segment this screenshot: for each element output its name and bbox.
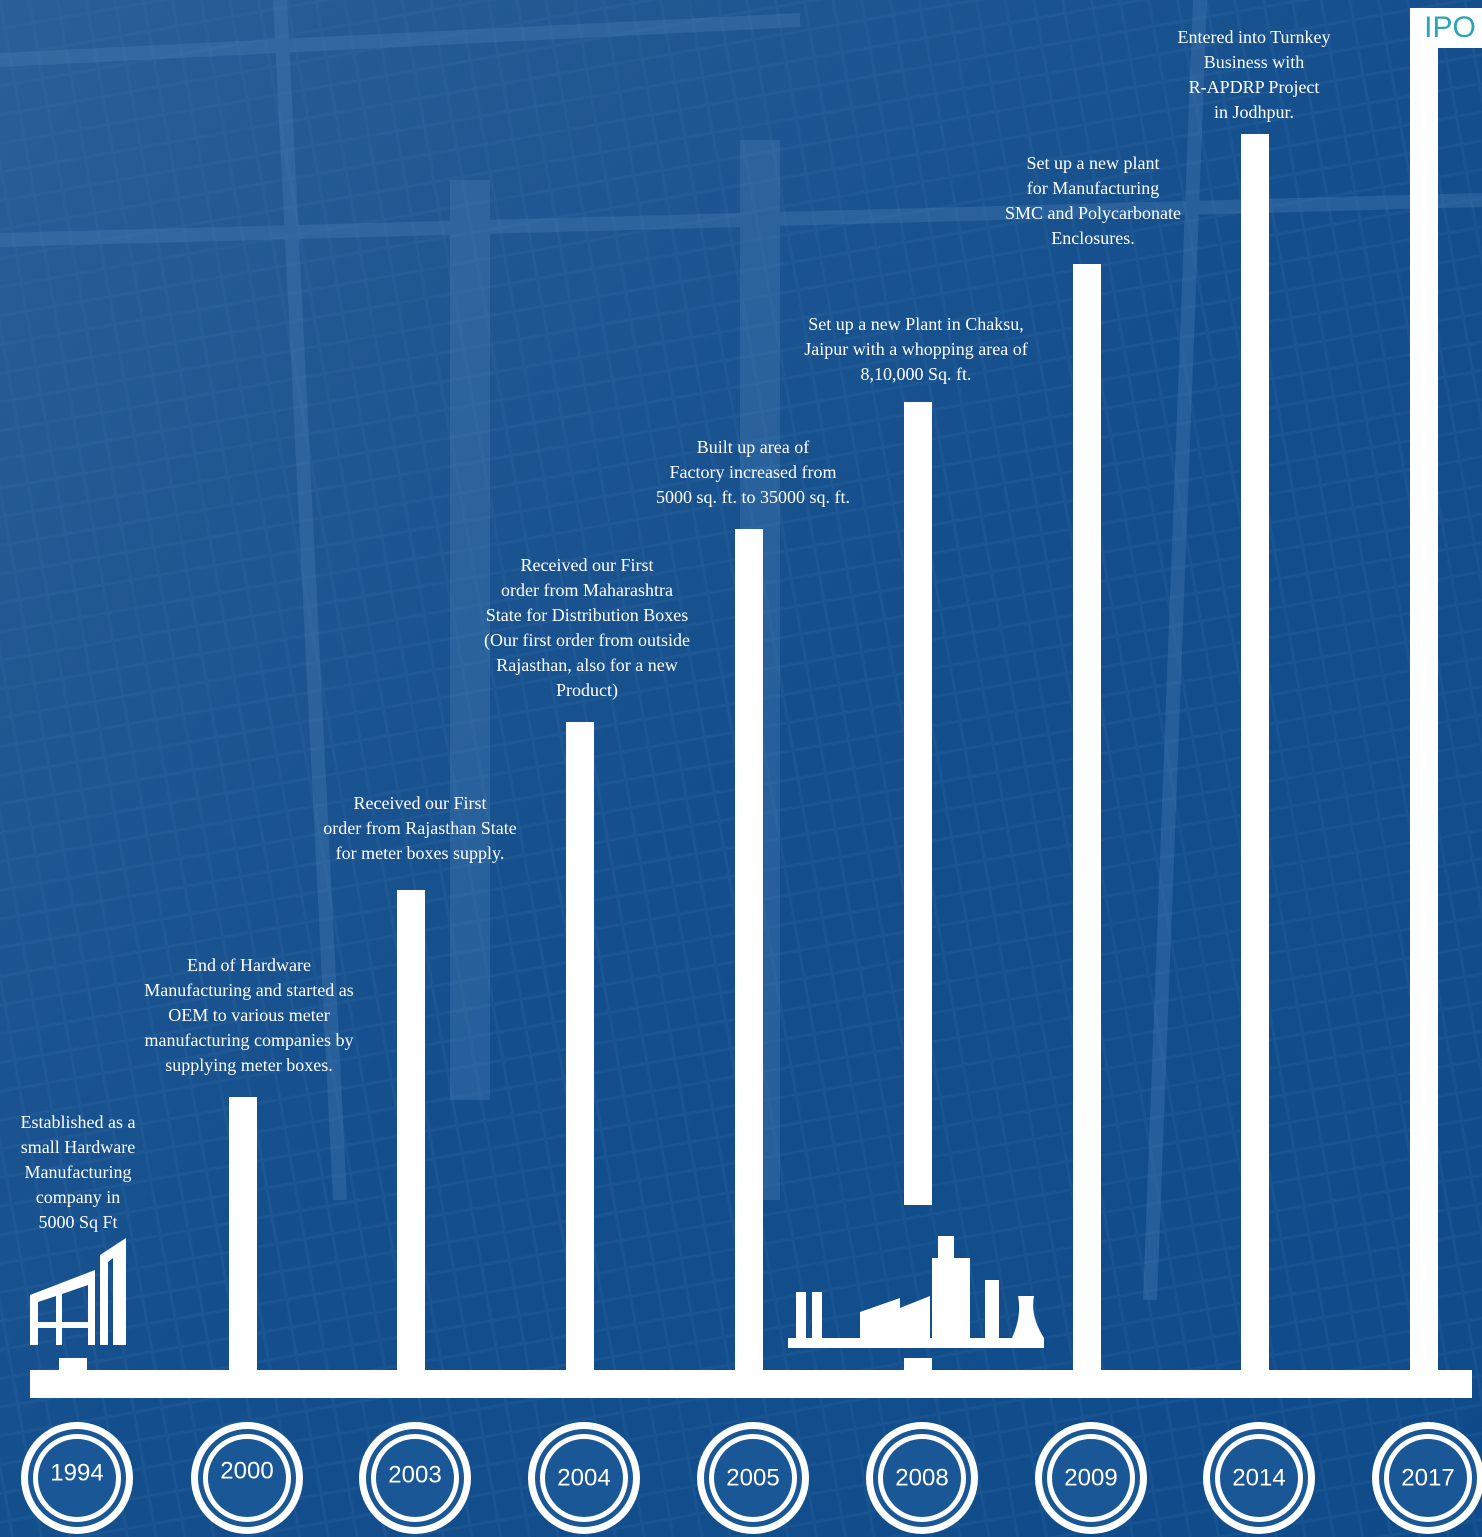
- timeline-bar: [59, 1358, 87, 1370]
- milestone-text: State for Distribution Boxes: [486, 605, 688, 625]
- year-label: 2017: [1401, 1464, 1454, 1491]
- milestone-text: Enclosures.: [1051, 228, 1134, 248]
- year-label: 1994: [50, 1459, 103, 1486]
- timeline-bar: [1073, 264, 1101, 1370]
- milestone-text: Entered into Turnkey: [1178, 27, 1331, 47]
- year-label: 2004: [557, 1464, 610, 1491]
- milestone-text: 8,10,000 Sq. ft.: [860, 364, 971, 384]
- timeline-bar: [904, 402, 932, 1205]
- tag-label: IPO: [1424, 11, 1476, 44]
- milestone-text: Factory increased from: [670, 462, 837, 482]
- milestone-text: R-APDRP Project: [1189, 77, 1320, 97]
- milestone-text: Built up area of: [697, 437, 809, 457]
- year-label: 2005: [726, 1464, 779, 1491]
- timeline-bar: [1241, 134, 1269, 1370]
- milestone-text: for Manufacturing: [1027, 178, 1159, 198]
- milestone-text: SMC and Polycarbonate: [1005, 203, 1181, 223]
- milestone-text: order from Maharashtra: [501, 580, 673, 600]
- timeline-bar: [229, 1097, 257, 1370]
- year-label: 2014: [1232, 1464, 1285, 1491]
- milestone-text: Jaipur with a whopping area of: [804, 339, 1027, 359]
- milestone-text: order from Rajasthan State: [323, 818, 516, 838]
- milestone-text: (Our first order from outside: [484, 630, 690, 651]
- milestone-text: Manufacturing and started as: [144, 980, 353, 1000]
- milestone-text: Received our First: [354, 793, 487, 813]
- milestone-text: 5000 Sq Ft: [38, 1212, 117, 1232]
- milestone-text: 5000 sq. ft. to 35000 sq. ft.: [656, 487, 850, 507]
- timeline-bar: [566, 722, 594, 1370]
- milestone-text: Set up a new plant: [1027, 153, 1160, 173]
- milestone-text: manufacturing companies by: [145, 1030, 354, 1050]
- milestone-text: small Hardware: [21, 1137, 135, 1157]
- year-label: 2008: [895, 1464, 948, 1491]
- timeline-bar: [397, 890, 425, 1370]
- year-label: 2009: [1064, 1464, 1117, 1491]
- milestone-text: Business with: [1204, 52, 1305, 72]
- milestone-text: Rajasthan, also for a new: [496, 655, 677, 675]
- milestone-text: OEM to various meter: [168, 1005, 329, 1025]
- milestone-text: supplying meter boxes.: [165, 1055, 332, 1075]
- milestone-text: for meter boxes supply.: [336, 843, 505, 863]
- year-label: 2003: [388, 1461, 441, 1488]
- milestone-text: in Jodhpur.: [1214, 102, 1294, 122]
- milestone-text: company in: [36, 1187, 120, 1207]
- timeline-bar: [1410, 48, 1438, 1370]
- year-label: 2000: [220, 1457, 273, 1484]
- milestone-text: End of Hardware: [187, 955, 311, 975]
- milestone-text: Set up a new Plant in Chaksu,: [808, 314, 1023, 334]
- milestone-text: Received our First: [521, 555, 654, 575]
- milestone-text: Product): [556, 680, 618, 701]
- timeline: Established as a small Hardware Manufactur…: [0, 0, 1482, 1537]
- milestone-text: Established as a: [21, 1112, 136, 1132]
- milestone-text: Manufacturing: [25, 1162, 132, 1182]
- timeline-bar: [904, 1358, 932, 1370]
- baseline: [30, 1370, 1472, 1398]
- timeline-bar: [735, 529, 763, 1370]
